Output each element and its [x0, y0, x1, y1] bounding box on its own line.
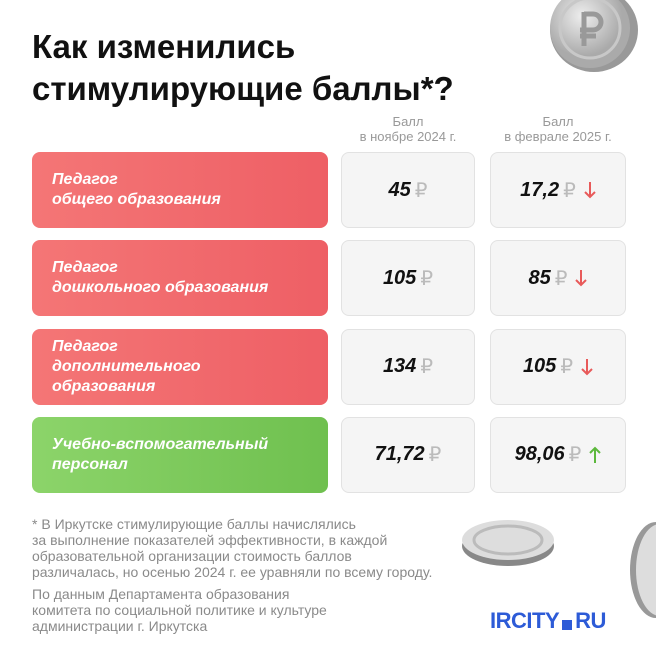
row-label: Учебно-вспомогательный персонал: [32, 416, 328, 493]
value-cell: 105 ₽: [490, 328, 626, 405]
value: 98,06: [514, 443, 565, 466]
logo-dot: [562, 620, 573, 630]
currency: ₽: [414, 179, 428, 202]
row-label: Педагог общего образования: [32, 152, 328, 228]
value: 105: [522, 355, 557, 378]
value-cell: 98,06 ₽: [490, 416, 626, 493]
value: 134: [382, 355, 417, 378]
value: 105: [382, 266, 417, 289]
logo: IRCITY RU: [490, 608, 606, 634]
arrow-down: [575, 270, 588, 287]
value: 45: [388, 178, 411, 201]
column-header: Балл в ноябре 2024 г.: [359, 114, 457, 144]
column-header: Балл в феврале 2025 г.: [504, 114, 612, 144]
value-cell: 17,2 ₽: [490, 152, 626, 228]
value-cell: 134 ₽: [341, 328, 475, 405]
value-cell: 45 ₽: [341, 152, 475, 228]
row-label: Педагог дошкольного образования: [32, 240, 328, 317]
value-cell: 105 ₽: [341, 240, 475, 317]
arrow-up: [589, 446, 602, 463]
value: 85: [528, 266, 551, 289]
title: Как изменились стимулирующие баллы*?: [32, 28, 454, 107]
arrow-down: [584, 182, 596, 199]
coin: [550, 0, 638, 72]
currency: ₽: [428, 444, 442, 467]
value: 17,2: [520, 178, 560, 201]
source: По данным Департамента образования комит…: [32, 586, 327, 634]
currency: ₽: [554, 267, 568, 290]
value: 71,72: [374, 443, 425, 466]
currency: ₽: [563, 179, 576, 202]
currency: ₽: [420, 267, 434, 290]
currency: ₽: [568, 444, 582, 467]
logo-domain: RU: [575, 608, 606, 633]
logo-name: IRCITY: [490, 608, 560, 633]
coin: [630, 522, 656, 618]
currency: ₽: [420, 356, 434, 379]
row-label: Педагог дополнительного образования: [32, 328, 328, 405]
currency: ₽: [560, 356, 574, 379]
value-cell: 85 ₽: [490, 240, 626, 317]
footnote: * В Иркутске стимулирующие баллы начисля…: [32, 516, 433, 580]
coin: [462, 520, 554, 566]
value-cell: 71,72 ₽: [341, 416, 475, 493]
arrow-down: [581, 358, 593, 376]
